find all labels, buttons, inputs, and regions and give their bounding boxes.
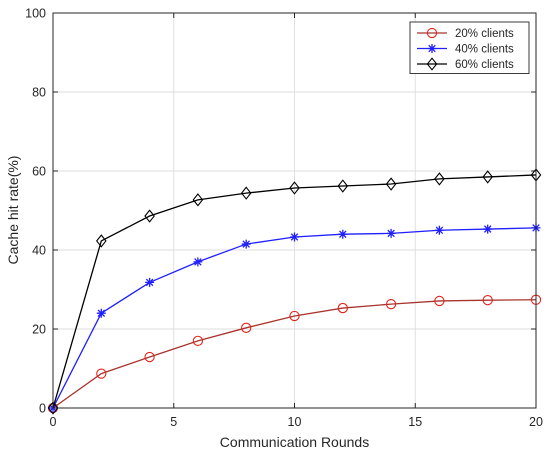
data-point-circle — [482, 295, 493, 306]
data-point-diamond — [47, 401, 59, 415]
data-point-circle — [144, 351, 155, 363]
data-point-circle — [337, 302, 348, 314]
legend-item: 40% clients — [417, 44, 514, 56]
data-point-circle — [96, 368, 107, 379]
data-point-diamond — [337, 179, 349, 193]
series-line — [52, 299, 537, 409]
data-point-asterisk — [241, 239, 251, 249]
data-point-diamond — [289, 181, 300, 195]
data-point-asterisk — [338, 229, 348, 239]
legend-box — [409, 21, 530, 74]
y-tick-label: 20 — [32, 323, 46, 337]
y-tick-label: 0 — [39, 402, 46, 416]
data-point-circle — [241, 322, 252, 333]
x-tick-label: 10 — [288, 415, 302, 429]
plot-frame — [52, 12, 537, 409]
y-tick-label: 80 — [32, 86, 46, 100]
legend-label: 40% clients — [455, 44, 514, 56]
legend-marker-circle — [426, 27, 438, 39]
data-point-diamond — [95, 234, 107, 248]
data-point-diamond — [482, 170, 494, 184]
x-axis-label: Communication Rounds — [220, 434, 369, 450]
data-point-circle — [289, 310, 300, 322]
data-point-asterisk — [96, 308, 106, 318]
series-line — [52, 174, 537, 409]
tick-labels: 0 5 10 15 20 0 20 40 60 80 100 — [25, 7, 543, 430]
data-point-diamond — [385, 177, 397, 191]
y-axis-label: Cache hit rate(%) — [5, 156, 21, 265]
legend-item: 60% clients — [417, 57, 514, 71]
legend-marker-asterisk — [427, 44, 437, 53]
legend-item: 20% clients — [417, 27, 514, 40]
data-point-asterisk — [145, 277, 155, 287]
x-tick-label: 0 — [50, 415, 57, 429]
x-tick-label: 15 — [408, 415, 422, 429]
data-point-diamond — [434, 172, 445, 186]
data-point-diamond — [144, 209, 155, 223]
x-tick-label: 5 — [170, 415, 177, 429]
data-point-diamond — [192, 193, 204, 207]
data-point-asterisk — [386, 228, 396, 238]
data-point-asterisk — [483, 224, 493, 234]
series-3 — [47, 168, 542, 415]
data-point-asterisk — [434, 225, 444, 235]
legend-marker-diamond — [426, 57, 438, 71]
legend-label: 60% clients — [455, 59, 514, 71]
x-tick-label: 20 — [529, 415, 543, 429]
y-tick-label: 100 — [25, 7, 46, 21]
legend-label: 20% clients — [455, 28, 514, 40]
y-tick-label: 40 — [32, 244, 46, 258]
series-2 — [48, 223, 541, 413]
data-point-circle — [385, 298, 397, 310]
data-point-asterisk — [290, 232, 299, 242]
data-point-circle — [434, 295, 445, 307]
data-point-asterisk — [193, 257, 203, 267]
legend: 20% clients 40% clients 60% clients — [409, 21, 530, 74]
data-point-circle — [192, 335, 204, 346]
y-tick-label: 60 — [32, 165, 46, 179]
data-point-diamond — [240, 186, 252, 200]
